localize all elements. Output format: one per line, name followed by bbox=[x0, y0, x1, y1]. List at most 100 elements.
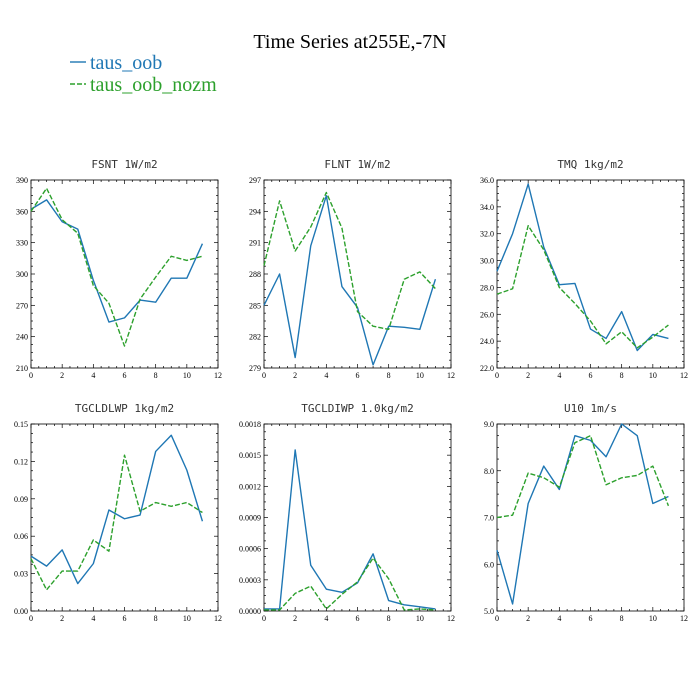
legend-label-taus-oob: taus_oob bbox=[90, 52, 162, 74]
chart-panel-1: FLNT 1W/m2 0 2 4 6 8 10 12 279 282 285 288 291 294 297 bbox=[249, 158, 455, 380]
series-line-taus-oob-nozm bbox=[264, 557, 436, 611]
x-tick-label: 12 bbox=[447, 614, 455, 623]
y-tick-label: 297 bbox=[249, 176, 261, 185]
x-tick-label: 2 bbox=[526, 614, 530, 623]
panel-title: FSNT 1W/m2 bbox=[91, 158, 157, 171]
y-tick-label: 0.12 bbox=[14, 457, 28, 466]
x-tick-label: 8 bbox=[387, 371, 391, 380]
chart-panel-4: TGCLDIWP 1.0kg/m2 0 2 4 6 8 10 12 0.0000 0.0003 0.… bbox=[239, 402, 455, 623]
x-tick-label: 6 bbox=[123, 614, 127, 623]
x-tick-label: 10 bbox=[416, 371, 424, 380]
panel-title: FLNT 1W/m2 bbox=[324, 158, 390, 171]
legend-label-taus-oob-nozm: taus_oob_nozm bbox=[90, 74, 217, 96]
plot-frame bbox=[30, 423, 219, 612]
plot-frame bbox=[496, 423, 685, 612]
series-line-taus-oob-nozm bbox=[496, 434, 670, 519]
y-tick-label: 28.0 bbox=[480, 283, 494, 292]
y-tick-label: 30.0 bbox=[480, 257, 494, 266]
x-tick-label: 12 bbox=[214, 371, 222, 380]
y-tick-label: 22.0 bbox=[480, 364, 494, 373]
x-tick-label: 2 bbox=[526, 371, 530, 380]
y-tick-label: 390 bbox=[16, 176, 28, 185]
y-tick-label: 32.0 bbox=[480, 230, 494, 239]
panel-title: U10 1m/s bbox=[564, 402, 617, 415]
series-line-taus-oob-nozm bbox=[30, 454, 203, 591]
series-line-taus-oob-nozm bbox=[263, 191, 436, 331]
x-tick-label: 10 bbox=[649, 614, 657, 623]
y-tick-label: 0.0009 bbox=[239, 514, 261, 523]
y-tick-label: 0.0012 bbox=[239, 482, 261, 491]
series-line-taus-oob bbox=[30, 434, 204, 585]
x-tick-label: 12 bbox=[447, 371, 455, 380]
series-line-taus-oob-nozm bbox=[30, 187, 203, 347]
chart-panel-0: FSNT 1W/m2 0 2 4 6 8 10 12 210 240 270 300 330 360 390 bbox=[16, 158, 222, 380]
x-tick-label: 2 bbox=[60, 371, 64, 380]
x-tick-label: 2 bbox=[293, 371, 297, 380]
x-tick-label: 8 bbox=[620, 614, 624, 623]
series-line-taus-oob bbox=[496, 423, 669, 605]
chart-panels: FSNT 1W/m20 2 4 6 8 10 12210240270300330360390… bbox=[14, 158, 688, 623]
x-tick-label: 10 bbox=[183, 614, 191, 623]
x-tick-label: 6 bbox=[356, 614, 360, 623]
y-tick-label: 24.0 bbox=[480, 337, 494, 346]
x-tick-label: 12 bbox=[214, 614, 222, 623]
y-tick-label: 0.15 bbox=[14, 420, 28, 429]
y-tick-label: 282 bbox=[249, 333, 261, 342]
series-line-taus-oob bbox=[263, 194, 437, 366]
y-tick-label: 294 bbox=[249, 207, 261, 216]
x-tick-label: 6 bbox=[589, 371, 593, 380]
panel-title: TMQ 1kg/m2 bbox=[557, 158, 623, 171]
panel-title: TGCLDLWP 1kg/m2 bbox=[75, 402, 174, 415]
x-tick-label: 0 bbox=[495, 371, 499, 380]
series-line-taus-oob bbox=[496, 183, 669, 352]
y-tick-label: 285 bbox=[249, 301, 261, 310]
y-tick-label: 0.0000 bbox=[239, 607, 261, 616]
y-tick-label: 210 bbox=[16, 364, 28, 373]
figure-title: Time Series at255E,-7N bbox=[253, 31, 446, 53]
y-tick-label: 0.00 bbox=[14, 607, 28, 616]
y-tick-label: 5.0 bbox=[484, 607, 494, 616]
chart-panel-2: TMQ 1kg/m2 0 2 4 6 8 10 12 22.0 24.0 26.0 28.0 30.0 3… bbox=[480, 158, 688, 380]
x-tick-label: 10 bbox=[183, 371, 191, 380]
x-tick-label: 12 bbox=[680, 371, 688, 380]
y-tick-label: 330 bbox=[16, 239, 28, 248]
x-tick-label: 6 bbox=[356, 371, 360, 380]
chart-panel-5: U10 1m/s 0 2 4 6 8 10 12 5.0 6.0 7.0 8.0 9.0 bbox=[484, 402, 688, 623]
chart-panel-3: TGCLDLWP 1kg/m2 0 2 4 6 8 10 12 0.00 0.03 0.06 0.09… bbox=[14, 402, 222, 623]
y-tick-label: 291 bbox=[249, 239, 261, 248]
x-tick-label: 4 bbox=[557, 614, 561, 623]
plot-frame bbox=[496, 179, 685, 369]
x-tick-label: 8 bbox=[620, 371, 624, 380]
x-tick-label: 12 bbox=[680, 614, 688, 623]
x-tick-label: 0 bbox=[29, 614, 33, 623]
series-line-taus-oob bbox=[264, 449, 436, 610]
y-tick-label: 0.0015 bbox=[239, 451, 261, 460]
y-tick-label: 8.0 bbox=[484, 467, 494, 476]
y-tick-label: 0.0006 bbox=[239, 545, 261, 554]
y-tick-label: 36.0 bbox=[480, 176, 494, 185]
x-tick-label: 4 bbox=[91, 614, 95, 623]
panel-title: TGCLDIWP 1.0kg/m2 bbox=[301, 402, 414, 415]
y-tick-label: 270 bbox=[16, 301, 28, 310]
y-tick-label: 279 bbox=[249, 364, 261, 373]
x-tick-label: 8 bbox=[154, 371, 158, 380]
x-tick-label: 0 bbox=[29, 371, 33, 380]
x-tick-label: 10 bbox=[649, 371, 657, 380]
y-tick-label: 9.0 bbox=[484, 420, 494, 429]
x-tick-label: 2 bbox=[293, 614, 297, 623]
x-tick-label: 0 bbox=[262, 614, 266, 623]
x-tick-label: 0 bbox=[495, 614, 499, 623]
x-tick-label: 10 bbox=[416, 614, 424, 623]
y-tick-label: 0.03 bbox=[14, 570, 28, 579]
y-tick-label: 0.09 bbox=[14, 495, 28, 504]
x-tick-label: 6 bbox=[123, 371, 127, 380]
x-tick-label: 4 bbox=[324, 371, 328, 380]
x-tick-label: 8 bbox=[387, 614, 391, 623]
plot-frame bbox=[30, 179, 219, 369]
x-tick-label: 6 bbox=[589, 614, 593, 623]
y-tick-label: 288 bbox=[249, 270, 261, 279]
series-line-taus-oob bbox=[30, 199, 204, 323]
y-tick-label: 0.0003 bbox=[239, 576, 261, 585]
series-line-taus-oob-nozm bbox=[496, 224, 669, 349]
